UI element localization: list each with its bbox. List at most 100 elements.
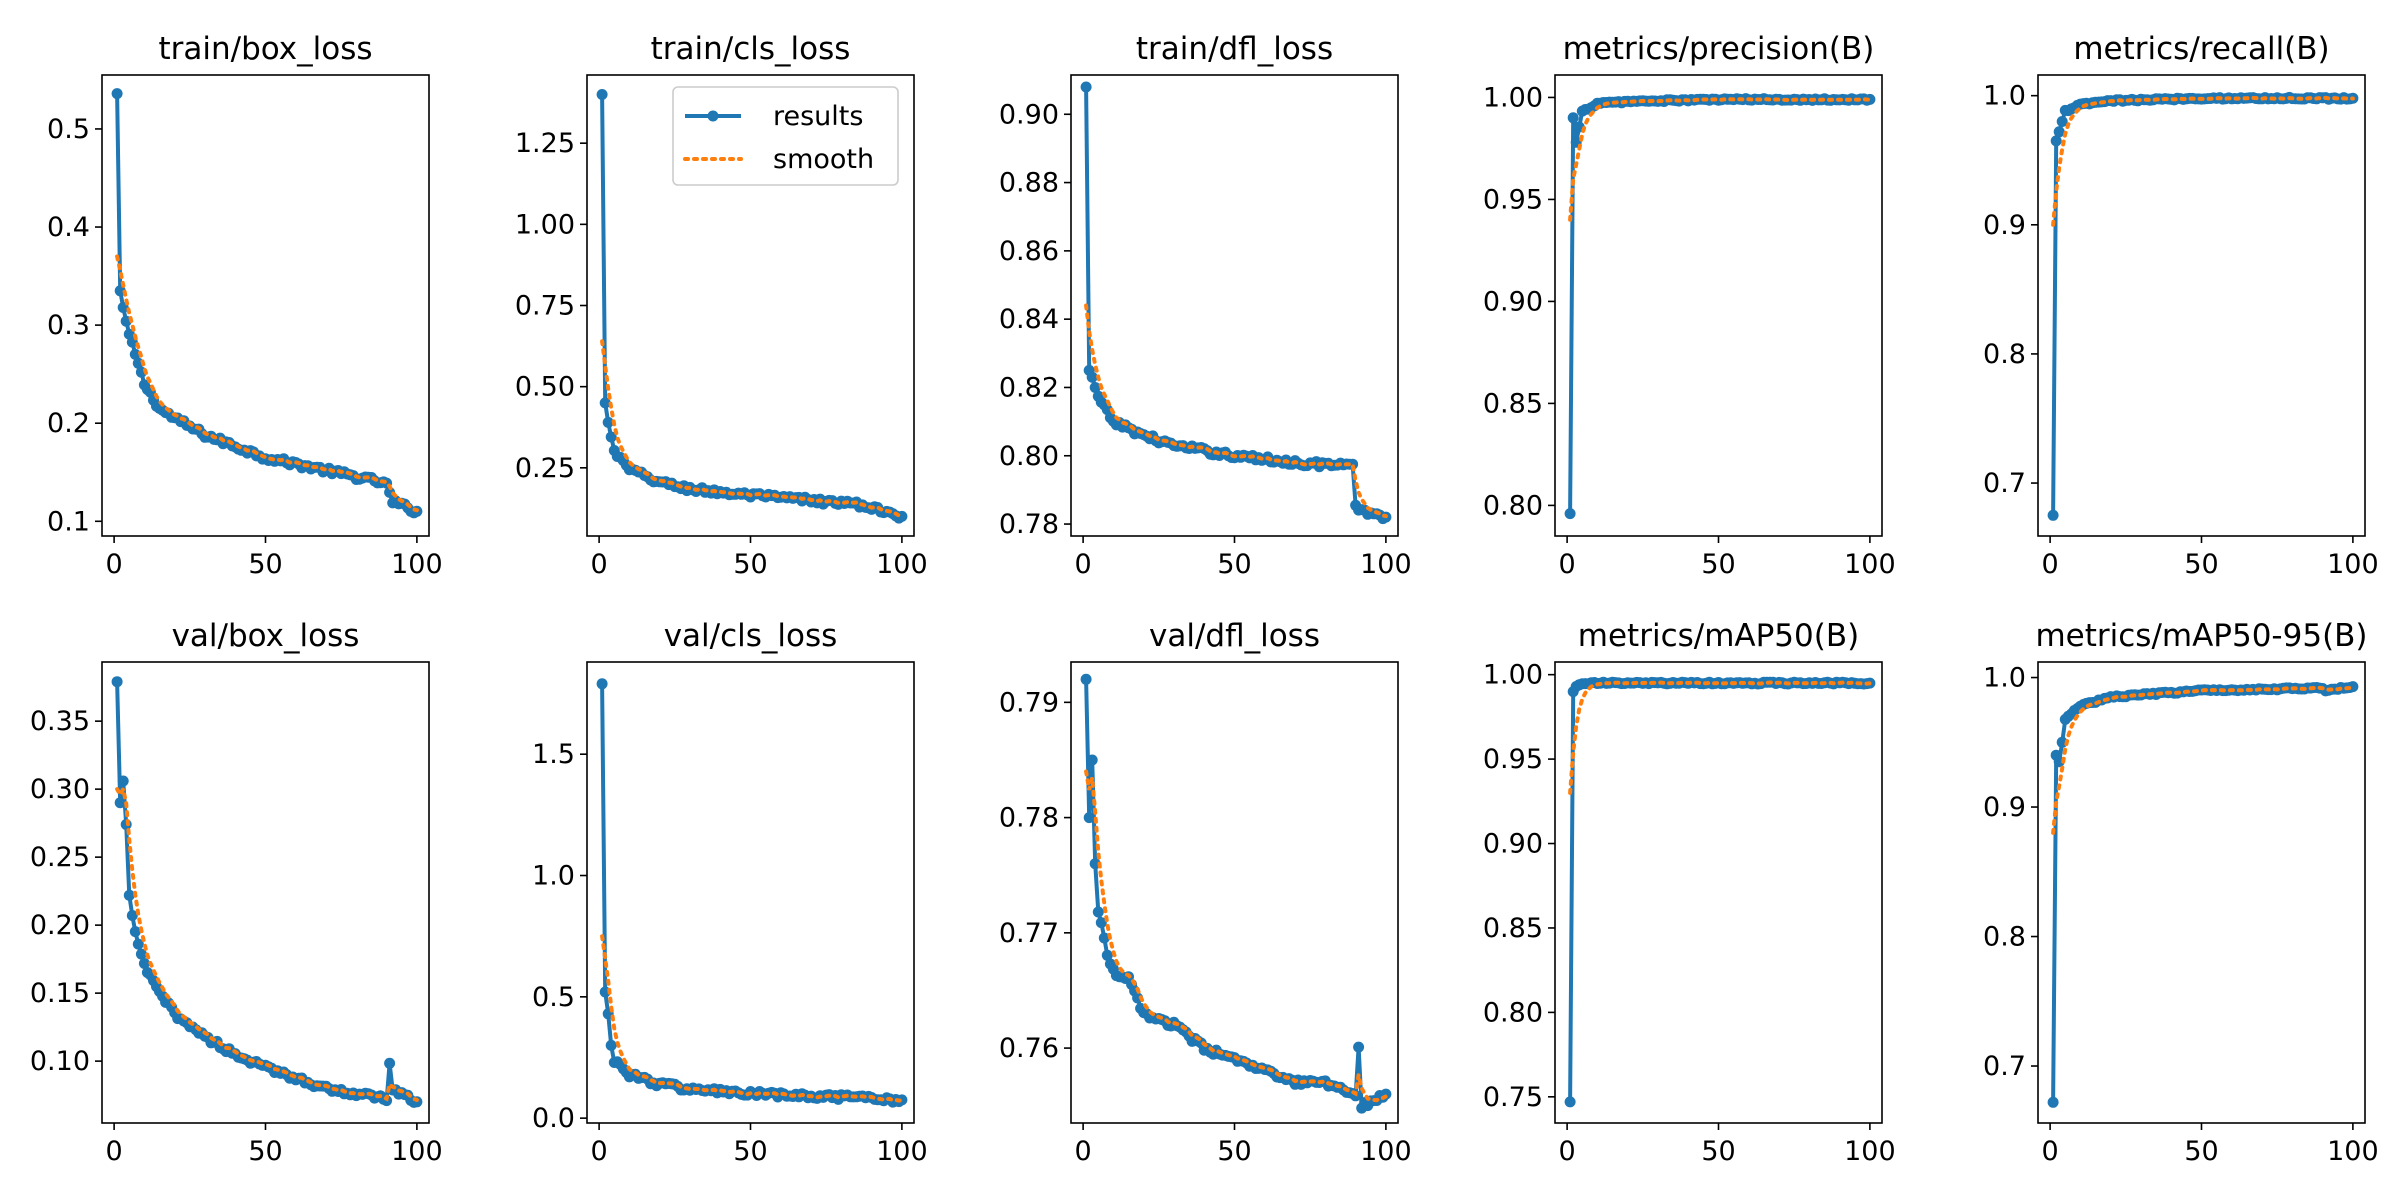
chart-panel-4: metrics/recall(B) 0 50 100 0.7 0.8 0.9 1.0 xyxy=(1983,31,2379,580)
chart-title: train/cls_loss xyxy=(651,31,851,67)
results-point xyxy=(1353,1041,1365,1053)
x-tick-label: 50 xyxy=(1701,549,1735,580)
chart-title: val/dfl_loss xyxy=(1149,618,1320,654)
results-point xyxy=(126,910,138,921)
y-tick-label: 0.25 xyxy=(30,842,90,873)
y-tick-label: 0.5 xyxy=(47,114,90,145)
x-tick-label: 50 xyxy=(2184,549,2218,580)
y-tick-label: 0.84 xyxy=(999,304,1059,335)
y-tick-label: 0.90 xyxy=(999,99,1059,130)
y-tick-label: 1.00 xyxy=(515,209,575,240)
chart-panel-5: val/box_loss 0 50 100 0.10 0.15 0.20 0.25 0.30 0.… xyxy=(30,618,443,1167)
results-point xyxy=(129,926,141,938)
results-point xyxy=(132,938,144,950)
x-tick-label: 100 xyxy=(1844,549,1896,580)
smooth-line xyxy=(1084,303,1388,519)
chart-title: val/box_loss xyxy=(172,618,360,654)
x-tick-label: 0 xyxy=(106,549,123,580)
results-point xyxy=(1567,112,1579,124)
y-tick-label: 0.77 xyxy=(999,918,1059,949)
y-tick-label: 0.2 xyxy=(47,408,90,439)
x-tick-label: 50 xyxy=(248,549,282,580)
y-tick-label: 0.50 xyxy=(515,372,575,403)
y-tick-label: 0.75 xyxy=(515,291,575,322)
results-point xyxy=(1347,458,1359,470)
y-tick-label: 0.9 xyxy=(1983,792,2026,823)
y-tick-label: 0.75 xyxy=(1483,1082,1543,1113)
chart-title: metrics/recall(B) xyxy=(2073,31,2329,67)
y-tick-label: 0.85 xyxy=(1483,388,1543,419)
y-tick-label: 0.95 xyxy=(1483,744,1543,775)
chart-title: train/box_loss xyxy=(158,31,372,67)
x-tick-label: 100 xyxy=(1844,1136,1896,1167)
results-point xyxy=(135,948,147,960)
results-point xyxy=(605,431,617,443)
results-point xyxy=(1564,1096,1576,1108)
chart-title: train/dfl_loss xyxy=(1136,31,1333,67)
chart-panel-7: val/dfl_loss 0 50 100 0.76 0.77 0.78 0.79 xyxy=(999,618,1412,1167)
x-tick-label: 100 xyxy=(1360,549,1412,580)
x-tick-label: 100 xyxy=(876,549,928,580)
chart-title: metrics/mAP50(B) xyxy=(1578,618,1859,654)
x-tick-label: 50 xyxy=(248,1136,282,1167)
y-tick-label: 0.4 xyxy=(47,212,90,243)
x-tick-label: 0 xyxy=(1075,549,1092,580)
results-point xyxy=(384,1057,396,1069)
y-tick-label: 0.76 xyxy=(999,1033,1059,1064)
y-tick-label: 0.86 xyxy=(999,236,1059,267)
smooth-line xyxy=(1084,769,1388,1103)
y-tick-label: 0.8 xyxy=(1983,339,2026,370)
y-tick-label: 0.0 xyxy=(532,1103,575,1134)
legend-results-label: results xyxy=(773,101,863,132)
y-tick-label: 0.7 xyxy=(1983,468,2026,499)
x-tick-label: 100 xyxy=(391,549,443,580)
results-point xyxy=(896,1094,908,1106)
smooth-line xyxy=(2051,685,2355,835)
smooth-line xyxy=(115,783,419,1102)
results-point xyxy=(1101,949,1113,961)
y-tick-label: 1.0 xyxy=(532,861,575,892)
chart-panel-8: metrics/mAP50(B) 0 50 100 0.75 0.80 0.85 0.90 0.… xyxy=(1483,618,1896,1167)
y-tick-label: 0.35 xyxy=(30,706,90,737)
y-tick-label: 0.7 xyxy=(1983,1051,2026,1082)
legend-results-marker xyxy=(707,110,719,122)
results-point xyxy=(1089,382,1101,393)
y-tick-label: 0.80 xyxy=(999,441,1059,472)
results-point xyxy=(2047,509,2059,521)
results-point xyxy=(1080,673,1092,685)
results-point xyxy=(1564,508,1576,520)
x-tick-label: 50 xyxy=(1701,1136,1735,1167)
results-point xyxy=(2053,126,2065,138)
results-point xyxy=(2050,135,2062,147)
y-tick-label: 0.80 xyxy=(1483,490,1543,521)
y-tick-label: 1.00 xyxy=(1483,82,1543,113)
smooth-line xyxy=(600,934,904,1103)
x-tick-label: 50 xyxy=(733,1136,767,1167)
chart-panel-1: train/cls_loss 0 50 100 0.25 0.50 0.75 1.00 1.25… xyxy=(515,31,928,580)
y-tick-label: 0.80 xyxy=(1483,997,1543,1028)
y-tick-label: 0.10 xyxy=(30,1046,90,1077)
x-tick-label: 50 xyxy=(1217,1136,1251,1167)
results-point xyxy=(138,958,150,969)
y-tick-label: 1.0 xyxy=(1983,663,2026,694)
results-point xyxy=(123,889,135,901)
chart-title: val/cls_loss xyxy=(664,618,838,654)
results-point xyxy=(1080,81,1092,93)
smooth-line xyxy=(2051,95,2355,227)
x-tick-label: 100 xyxy=(391,1136,443,1167)
x-tick-label: 100 xyxy=(2327,549,2379,580)
x-tick-label: 0 xyxy=(2042,549,2059,580)
y-tick-label: 0.9 xyxy=(1983,210,2026,241)
results-point xyxy=(2047,1096,2059,1108)
results-point xyxy=(117,775,129,787)
y-tick-label: 0.25 xyxy=(515,453,575,484)
chart-panel-6: val/cls_loss 0 50 100 0.0 0.5 1.0 1.5 xyxy=(532,618,928,1167)
legend-smooth-label: smooth xyxy=(773,144,874,175)
y-tick-label: 0.95 xyxy=(1483,184,1543,215)
x-tick-label: 100 xyxy=(1360,1136,1412,1167)
results-point xyxy=(114,797,126,809)
chart-panel-2: train/dfl_loss 0 50 100 0.78 0.80 0.82 0.84 0.86… xyxy=(999,31,1412,580)
y-tick-label: 0.78 xyxy=(999,803,1059,834)
